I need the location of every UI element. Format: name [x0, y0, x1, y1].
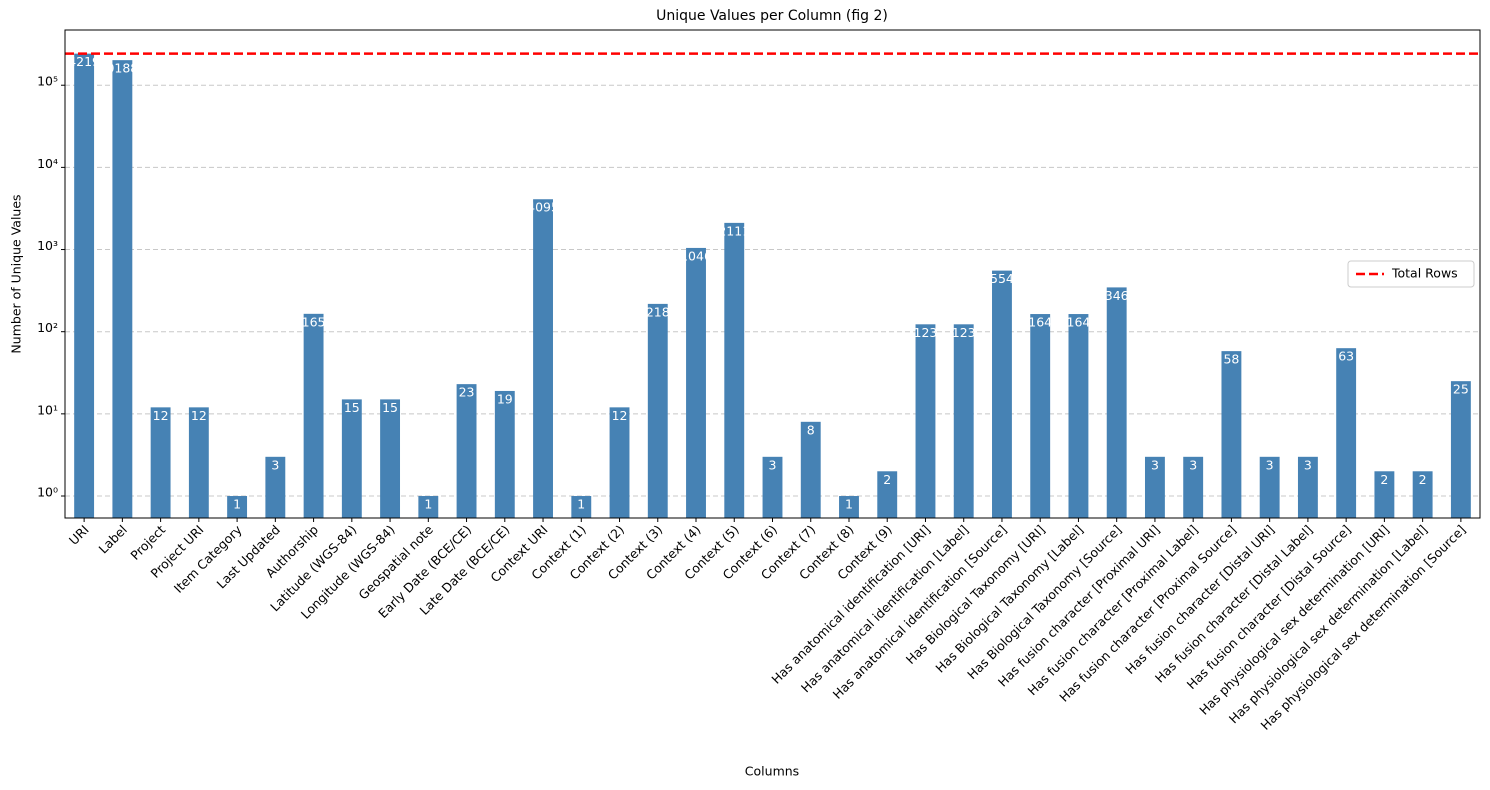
data-label: 201885 — [99, 61, 147, 76]
legend-label: Total Rows — [1391, 266, 1458, 281]
x-axis-label: Columns — [745, 764, 799, 779]
bar — [456, 384, 477, 518]
data-label: 1046 — [680, 248, 712, 263]
data-label: 12 — [612, 408, 628, 423]
data-label: 12 — [153, 408, 169, 423]
data-label: 4095 — [527, 200, 559, 215]
bar — [1412, 471, 1433, 518]
y-tick-label: 10² — [37, 320, 58, 335]
bar — [571, 496, 592, 518]
data-label: 3 — [271, 457, 279, 472]
data-label: 12 — [191, 408, 207, 423]
y-tick-label: 10⁴ — [37, 156, 58, 171]
data-label: 58 — [1223, 352, 1239, 367]
bar — [150, 407, 171, 518]
data-label: 8 — [807, 422, 815, 437]
bar — [1221, 351, 1242, 518]
data-label: 15 — [382, 400, 398, 415]
data-label: 2111 — [718, 223, 750, 238]
bar — [1374, 471, 1395, 518]
bar — [647, 303, 668, 518]
y-tick-label: 10¹ — [37, 402, 58, 417]
bar — [74, 53, 95, 518]
x-tick-label: URI — [66, 522, 92, 548]
bar — [992, 270, 1012, 518]
bar — [380, 399, 401, 518]
bar — [1183, 456, 1204, 518]
bar — [1144, 456, 1165, 518]
bar — [800, 421, 821, 518]
bar — [112, 60, 133, 519]
bar — [1106, 287, 1127, 518]
bar — [303, 313, 324, 518]
data-label: 3 — [1304, 457, 1312, 472]
data-label: 3 — [1189, 457, 1197, 472]
bar — [265, 456, 286, 518]
data-label: 2 — [1419, 472, 1427, 487]
data-label: 554 — [990, 271, 1014, 286]
data-label: 218 — [646, 304, 670, 319]
bar — [762, 456, 783, 518]
data-label: 123 — [952, 325, 976, 340]
y-tick-label: 10⁰ — [37, 485, 58, 500]
legend-box — [1347, 260, 1475, 288]
x-tick-label: Has fusion character [Proximal Source] — [1056, 522, 1239, 705]
y-axis-label: Number of Unique Values — [9, 194, 24, 353]
bar — [1030, 314, 1051, 518]
data-label: 1 — [424, 497, 432, 512]
bar — [1450, 381, 1471, 518]
data-label: 2 — [1380, 472, 1388, 487]
bar — [1297, 456, 1318, 518]
bar — [494, 390, 515, 518]
bar — [341, 399, 362, 518]
bar — [609, 407, 630, 518]
data-label: 3 — [769, 457, 777, 472]
bar — [188, 407, 209, 518]
bar — [915, 324, 936, 518]
bar — [724, 222, 745, 518]
data-label: 123 — [914, 325, 938, 340]
data-label: 19 — [497, 391, 513, 406]
bar — [839, 496, 859, 518]
y-tick-label: 10⁵ — [37, 74, 58, 89]
bar — [1068, 314, 1089, 518]
plot-frame — [64, 29, 1481, 519]
bar — [1259, 456, 1280, 518]
data-label: 1 — [845, 497, 853, 512]
y-tick-label: 10³ — [37, 238, 58, 253]
data-label: 3 — [1266, 457, 1274, 472]
data-label: 164 — [1028, 315, 1052, 330]
bar — [953, 324, 974, 518]
data-label: 165 — [302, 314, 326, 329]
chart-title: Unique Values per Column (fig 2) — [656, 8, 888, 24]
data-label: 3 — [1151, 457, 1159, 472]
bar — [1336, 348, 1357, 518]
bar — [877, 471, 898, 518]
data-label: 1 — [577, 497, 585, 512]
data-label: 2 — [883, 472, 891, 487]
bar — [533, 199, 553, 518]
data-label: 25 — [1453, 382, 1469, 397]
x-tick-label: Label — [96, 522, 130, 556]
data-label: 242193 — [60, 54, 108, 69]
data-label: 15 — [344, 400, 360, 415]
bar — [227, 496, 248, 518]
bar — [418, 496, 439, 518]
data-label: 1 — [233, 497, 241, 512]
data-label: 164 — [1067, 315, 1091, 330]
data-label: 346 — [1105, 288, 1129, 303]
bar — [686, 247, 706, 518]
x-tick-label: Item Category — [171, 522, 245, 596]
data-label: 23 — [459, 385, 475, 400]
data-label: 63 — [1338, 349, 1354, 364]
x-tick-label: Has Biological Taxonomy [URI] — [903, 522, 1048, 667]
